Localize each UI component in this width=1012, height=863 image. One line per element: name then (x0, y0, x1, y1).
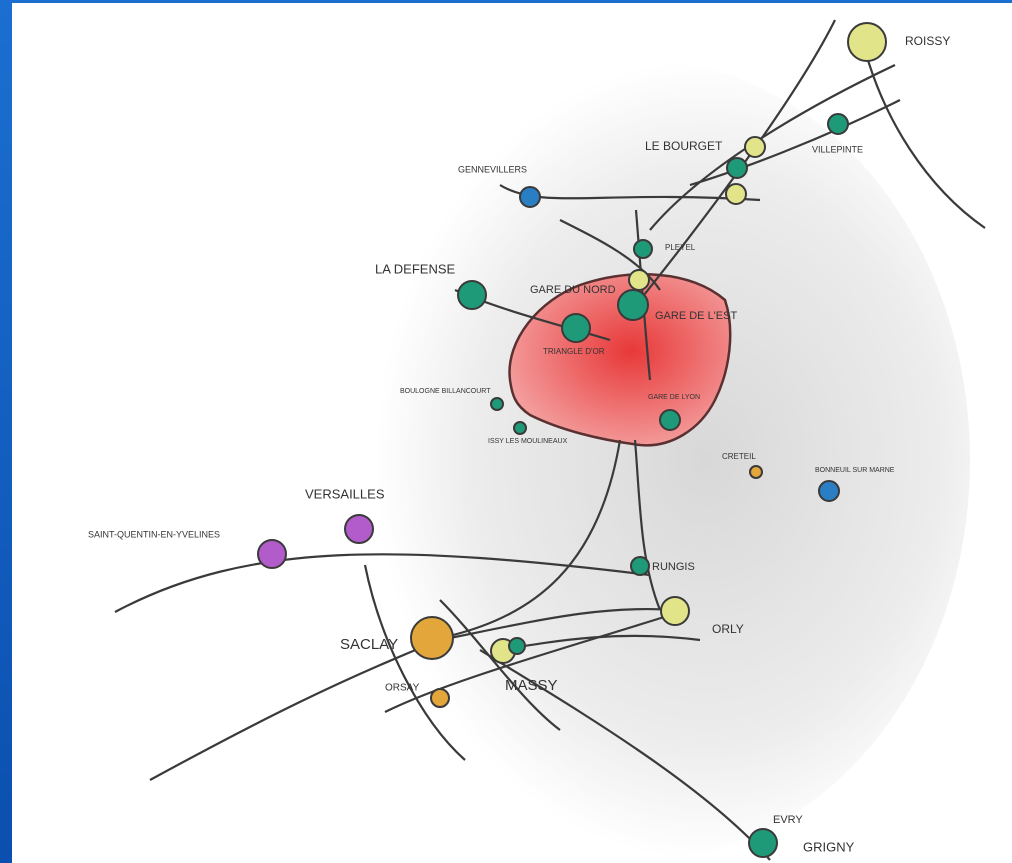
station (744, 136, 766, 158)
station-label: SAINT-QUENTIN-EN-YVELINES (88, 529, 220, 539)
station-label: ROISSY (905, 34, 950, 48)
station (847, 22, 887, 62)
station-label: GARE DE L'EST (655, 310, 737, 322)
station-label: GRIGNY (803, 839, 855, 854)
station-label: LA DEFENSE (375, 261, 456, 276)
station (827, 113, 849, 135)
station (660, 596, 690, 626)
urban-area (310, 60, 970, 860)
station (344, 514, 374, 544)
station-label: PLEYEL (665, 243, 696, 252)
station (490, 397, 504, 411)
station (561, 313, 591, 343)
station-label: GENNEVILLERS (458, 164, 527, 174)
station-label: GARE DU NORD (530, 284, 616, 296)
station-label: EVRY (773, 814, 803, 826)
station-label: SACLAY (340, 636, 398, 653)
station (630, 556, 650, 576)
station (508, 637, 526, 655)
station (457, 280, 487, 310)
station (726, 157, 748, 179)
station-label: BOULOGNE BILLANCOURT (400, 388, 491, 395)
station-label: MASSY (505, 677, 558, 694)
station (748, 828, 778, 858)
station-label: CRETEIL (722, 452, 756, 461)
station-label: GARE DE LYON (648, 394, 700, 401)
station (659, 409, 681, 431)
station (513, 421, 527, 435)
station-label: TRIANGLE D'OR (543, 347, 605, 356)
station (617, 289, 649, 321)
network-lines (114, 19, 986, 861)
station (628, 269, 650, 291)
station (519, 186, 541, 208)
station (633, 239, 653, 259)
station (725, 183, 747, 205)
station-label: ORLY (712, 622, 744, 636)
station (257, 539, 287, 569)
station (430, 688, 450, 708)
station-label: RUNGIS (652, 561, 695, 573)
station (749, 465, 763, 479)
station-label: VILLEPINTE (812, 144, 863, 154)
station-label: BONNEUIL SUR MARNE (815, 467, 895, 474)
station-label: ORSAY (385, 683, 420, 694)
station-label: ISSY LES MOULINEAUX (488, 438, 568, 445)
station (818, 480, 840, 502)
station-label: LE BOURGET (645, 139, 723, 153)
paris-area (508, 273, 732, 447)
station-label: VERSAILLES (305, 486, 385, 501)
station (410, 616, 454, 660)
